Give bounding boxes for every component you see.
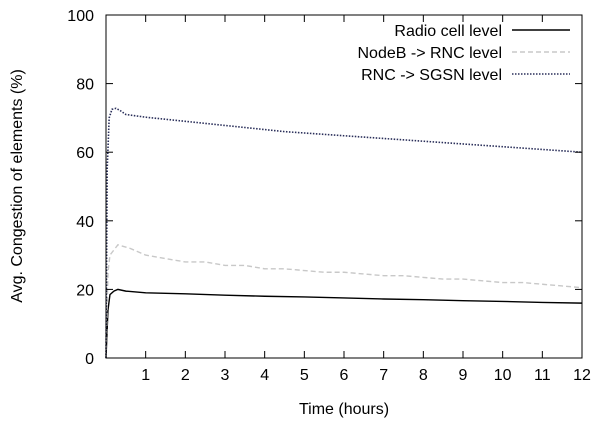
x-tick-label: 2 <box>181 367 190 384</box>
x-tick-label: 7 <box>379 367 388 384</box>
x-tick-label: 12 <box>573 367 591 384</box>
y-axis-label: Avg. Congestion of elements (%) <box>9 69 26 303</box>
x-tick-label: 6 <box>340 367 349 384</box>
x-axis-label: Time (hours) <box>299 401 389 418</box>
series-line-1 <box>105 288 583 359</box>
series-line-2 <box>105 244 583 359</box>
y-tick-label: 40 <box>76 214 94 231</box>
y-tick-label: 0 <box>85 351 94 368</box>
y-tick-label: 100 <box>67 8 94 25</box>
x-tick-label: 3 <box>221 367 230 384</box>
series-layer <box>105 107 583 359</box>
plot-frame <box>105 14 583 359</box>
legend: Radio cell level NodeB -> RNC level RNC ->… <box>358 23 570 84</box>
x-tick-label: 1 <box>141 367 150 384</box>
x-tick-label: 9 <box>459 367 468 384</box>
series-line-3 <box>105 107 583 359</box>
x-tick-label: 11 <box>534 367 551 384</box>
legend-label: NodeB -> RNC level <box>358 45 503 62</box>
x-tick-label: 4 <box>260 367 269 384</box>
x-tick-label: 10 <box>494 367 512 384</box>
y-tick-label: 20 <box>76 282 94 299</box>
x-tick-label: 8 <box>419 367 428 384</box>
x-tick-label: 5 <box>300 367 309 384</box>
legend-label: Radio cell level <box>394 23 502 40</box>
legend-label: RNC -> SGSN level <box>361 67 502 84</box>
y-tick-label: 80 <box>76 77 94 94</box>
y-tick-label: 60 <box>76 145 94 162</box>
